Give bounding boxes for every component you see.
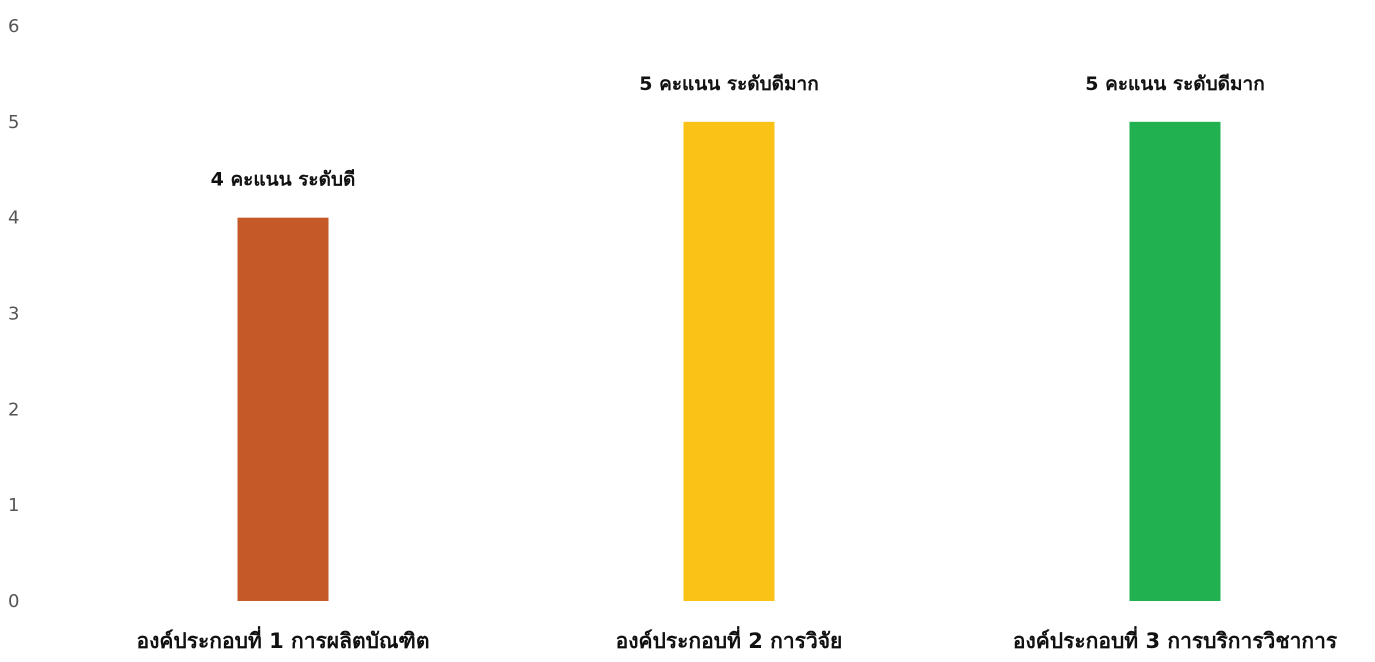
data-label-2: 5 คะแนน ระดับดีมาก <box>639 73 818 95</box>
category-labels: องค์ประกอบที่ 1 การผลิตบัณฑิต องค์ประกอบท… <box>136 625 1337 653</box>
data-label-3: 5 คะแนน ระดับดีมาก <box>1085 73 1264 95</box>
y-tick-label-2: 2 <box>8 399 19 420</box>
data-labels: 4 คะแนน ระดับดี 5 คะแนน ระดับดีมาก 5 คะแนน… <box>211 73 1265 191</box>
y-tick-label-4: 4 <box>8 208 19 229</box>
category-label-1: องค์ประกอบที่ 1 การผลิตบัณฑิต <box>136 625 429 653</box>
y-tick-label-0: 0 <box>8 591 19 612</box>
category-label-2: องค์ประกอบที่ 2 การวิจัย <box>616 625 843 653</box>
y-tick-label-6: 6 <box>8 16 19 37</box>
y-tick-label-3: 3 <box>8 304 19 325</box>
y-axis-ticks: 0 1 2 3 4 5 6 <box>8 16 19 612</box>
y-tick-label-5: 5 <box>8 112 19 133</box>
category-label-3: องค์ประกอบที่ 3 การบริการวิชาการ <box>1013 625 1338 653</box>
bar-1 <box>237 217 329 601</box>
data-label-1: 4 คะแนน ระดับดี <box>211 169 356 191</box>
bar-2 <box>683 121 775 601</box>
y-tick-label-1: 1 <box>8 495 19 516</box>
bar-3 <box>1129 121 1221 601</box>
bars <box>237 121 1221 601</box>
